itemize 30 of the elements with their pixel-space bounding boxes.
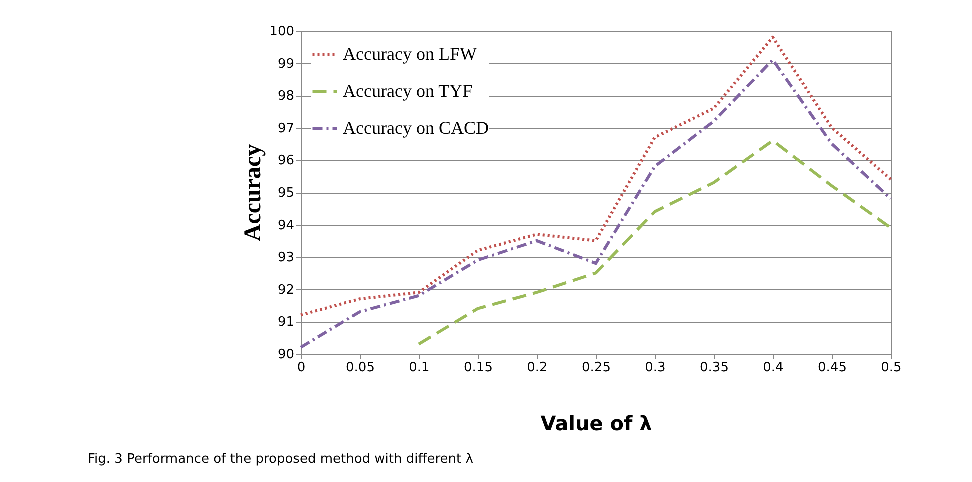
x-tick-label: 0.4 — [763, 360, 784, 376]
x-tick-label: 0.15 — [464, 360, 493, 376]
legend-label: Accuracy on TYF — [343, 81, 473, 101]
y-tick-label: 97 — [278, 121, 294, 136]
line-series — [300, 36, 892, 317]
legend-label: Accuracy on CACD — [343, 118, 489, 138]
x-tick-label: 0 — [297, 360, 306, 376]
x-tick-label: 0.35 — [700, 360, 729, 376]
x-tick-label: 0.45 — [818, 360, 847, 376]
caption: Fig. 3 Performance of the proposed method with different λ — [88, 452, 474, 467]
legend-label: Accuracy on LFW — [343, 44, 477, 64]
x-tick-label: 0.1 — [409, 360, 430, 376]
y-tick-label: 93 — [278, 250, 294, 266]
line-series — [418, 139, 892, 346]
x-tick-label: 0.3 — [645, 360, 666, 376]
x-tick-label: 0.05 — [346, 360, 375, 376]
y-tick-label: 95 — [278, 186, 294, 201]
y-tick-label: 91 — [278, 315, 294, 330]
y-tick-label: 96 — [278, 154, 294, 169]
y-tick-label: 100 — [270, 24, 294, 40]
x-tick-label: 0.25 — [582, 360, 611, 376]
y-tick-label: 92 — [278, 282, 294, 298]
x-tick-label: 0.2 — [527, 360, 548, 376]
y-axis-title: Accuracy — [240, 144, 267, 242]
y-tick-label: 98 — [278, 89, 294, 104]
y-tick-label: 90 — [278, 348, 294, 362]
x-axis-title: Value of λ — [540, 412, 653, 436]
y-tick-label: 99 — [278, 56, 294, 72]
x-tick-label: 0.5 — [881, 360, 902, 376]
y-tick-label: 94 — [278, 218, 294, 234]
